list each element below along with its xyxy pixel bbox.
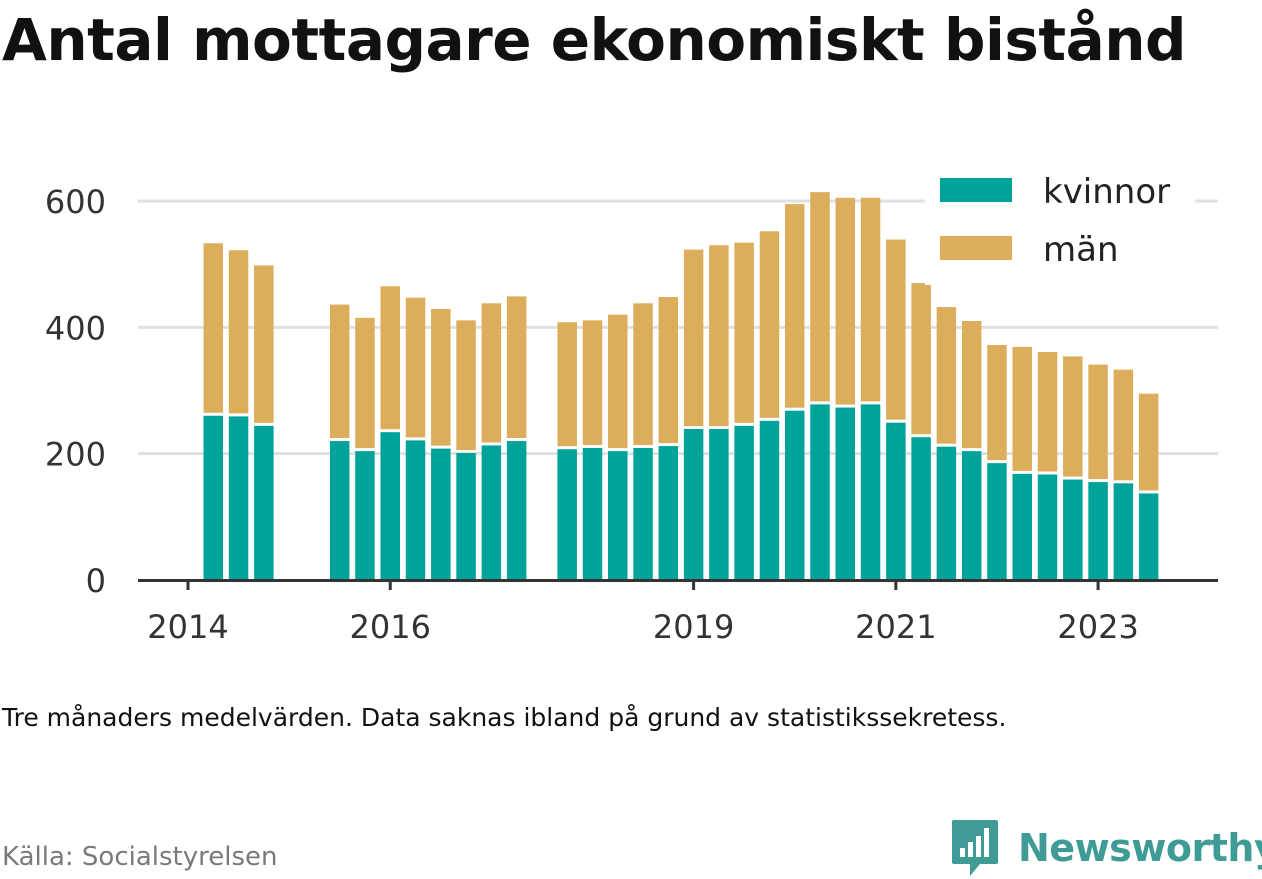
bar-man	[961, 321, 982, 449]
bar-kvinnor	[481, 445, 502, 580]
bar-kvinnor	[759, 420, 780, 580]
bar-kvinnor	[203, 415, 224, 580]
bar-man	[405, 297, 426, 438]
bar-kvinnor	[254, 425, 274, 580]
brand-name: Newsworthy	[1018, 826, 1262, 870]
bar-kvinnor	[557, 449, 577, 580]
bar-man	[1012, 346, 1032, 471]
bar-man	[683, 249, 704, 427]
bar-man	[431, 309, 451, 446]
bar-kvinnor	[431, 448, 451, 580]
bar-man	[254, 265, 274, 423]
bar-kvinnor	[355, 451, 375, 580]
bar-man	[835, 197, 856, 405]
bar-man	[633, 303, 653, 445]
bar-kvinnor	[329, 441, 350, 580]
x-axis-ticks: 2014 2016 2019 2021 2023	[147, 580, 1139, 646]
newsworthy-logo-icon	[952, 820, 998, 876]
stacked-bar-chart: 0 200 400 600 2014 2016 2019 2021 2023 kvinnor …	[44, 165, 1218, 646]
x-tick-label: 2016	[350, 608, 431, 646]
bar-kvinnor	[506, 441, 527, 580]
bar-kvinnor	[886, 422, 906, 580]
y-tick-label: 400	[45, 309, 106, 347]
bar-man	[784, 204, 805, 408]
x-tick-label: 2021	[855, 608, 936, 646]
bar-kvinnor	[1113, 483, 1134, 580]
y-tick-label: 600	[45, 183, 106, 221]
y-tick-label: 200	[45, 436, 106, 474]
bar-man	[355, 317, 375, 449]
bar-kvinnor	[228, 416, 249, 580]
x-tick-label: 2019	[653, 608, 734, 646]
legend: kvinnor män	[925, 165, 1195, 285]
chart-note: Tre månaders medelvärden. Data saknas ib…	[2, 703, 1007, 732]
bar-man	[1063, 356, 1083, 477]
legend-swatch-man	[940, 236, 1012, 260]
x-tick-label: 2023	[1057, 608, 1138, 646]
bar-kvinnor	[709, 429, 729, 580]
bar-kvinnor	[936, 446, 957, 580]
bar-man	[860, 197, 881, 402]
bar-man	[203, 243, 224, 413]
x-tick-label: 2014	[147, 608, 228, 646]
bar-man	[582, 320, 603, 445]
bar-man	[329, 304, 350, 439]
bar-man	[810, 192, 830, 402]
bar-kvinnor	[1088, 482, 1108, 580]
bar-man	[886, 239, 906, 420]
bar-man	[557, 322, 577, 447]
bar-man	[608, 314, 628, 449]
bar-man	[987, 345, 1007, 461]
bar-kvinnor	[860, 404, 881, 580]
y-axis-ticks: 0 200 400 600	[45, 183, 106, 600]
bar-man	[456, 320, 476, 451]
legend-label-kvinnor: kvinnor	[1043, 172, 1170, 212]
bar-kvinnor	[911, 437, 931, 580]
bar-kvinnor	[1037, 474, 1058, 580]
bar-man	[1138, 393, 1159, 491]
legend-swatch-kvinnor	[940, 178, 1012, 202]
bar-man	[658, 296, 679, 444]
bar-kvinnor	[1138, 493, 1159, 580]
bar-kvinnor	[961, 451, 982, 580]
bar-kvinnor	[835, 407, 856, 580]
bar-kvinnor	[633, 447, 653, 580]
bar-man	[1037, 351, 1058, 472]
bar-man	[734, 242, 754, 423]
bar-kvinnor	[1063, 479, 1083, 580]
legend-label-man: män	[1043, 230, 1119, 270]
chart-title: Antal mottagare ekonomiskt bistånd	[2, 6, 1187, 74]
bar-kvinnor	[987, 463, 1007, 580]
bar-kvinnor	[456, 453, 476, 580]
bar-man	[911, 283, 931, 435]
bar-kvinnor	[380, 432, 400, 580]
source-label: Källa: Socialstyrelsen	[2, 842, 278, 872]
bar-man	[228, 250, 249, 414]
y-tick-label: 0	[86, 562, 106, 600]
bar-kvinnor	[405, 440, 426, 580]
bar-kvinnor	[683, 429, 704, 580]
bar-man	[380, 286, 400, 430]
bar-kvinnor	[582, 447, 603, 580]
bar-man	[481, 303, 502, 443]
bar-man	[506, 296, 527, 439]
bar-kvinnor	[734, 425, 754, 580]
bar-man	[936, 307, 957, 444]
bars	[203, 192, 1159, 580]
bar-man	[759, 231, 780, 418]
bar-kvinnor	[810, 404, 830, 580]
bar-kvinnor	[608, 451, 628, 580]
newsworthy-logo: Newsworthy	[950, 818, 1262, 878]
bar-kvinnor	[1012, 473, 1032, 580]
bar-man	[1113, 369, 1134, 481]
bar-kvinnor	[784, 410, 805, 580]
bar-man	[709, 245, 729, 427]
bar-kvinnor	[658, 446, 679, 580]
bar-man	[1088, 364, 1108, 480]
